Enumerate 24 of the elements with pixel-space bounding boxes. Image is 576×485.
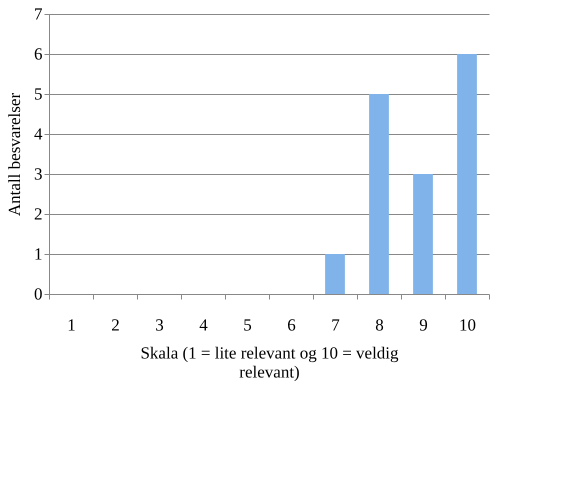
x-tick-label: 10 [459,316,476,334]
x-tick-label: 6 [287,316,296,334]
y-tick-label: 5 [34,84,42,104]
y-tick-label: 4 [34,124,43,144]
y-tick-label: 3 [34,164,42,184]
x-tick-label: 4 [199,316,208,334]
bar [457,54,477,294]
x-tick-label: 8 [375,316,384,334]
y-tick-label: 2 [34,204,42,224]
y-tick-label: 0 [34,284,42,304]
y-tick-label: 6 [34,44,42,64]
bar [413,174,433,294]
x-tick-label: 2 [111,316,120,334]
bar [325,254,345,294]
x-tick-label: 1 [67,316,76,334]
x-tick-label: 7 [331,316,340,334]
x-tick-label: 3 [155,316,164,334]
x-tick-label: 9 [419,316,428,334]
x-axis-title: Skala (1 = lite relevant og 10 = veldig relevant) [140,344,400,382]
y-axis-title: Antall besvarelser [5,92,24,216]
y-tick-label: 1 [34,244,42,264]
y-tick-label: 7 [34,4,43,24]
x-tick-label: 5 [243,316,252,334]
bar [369,94,389,294]
